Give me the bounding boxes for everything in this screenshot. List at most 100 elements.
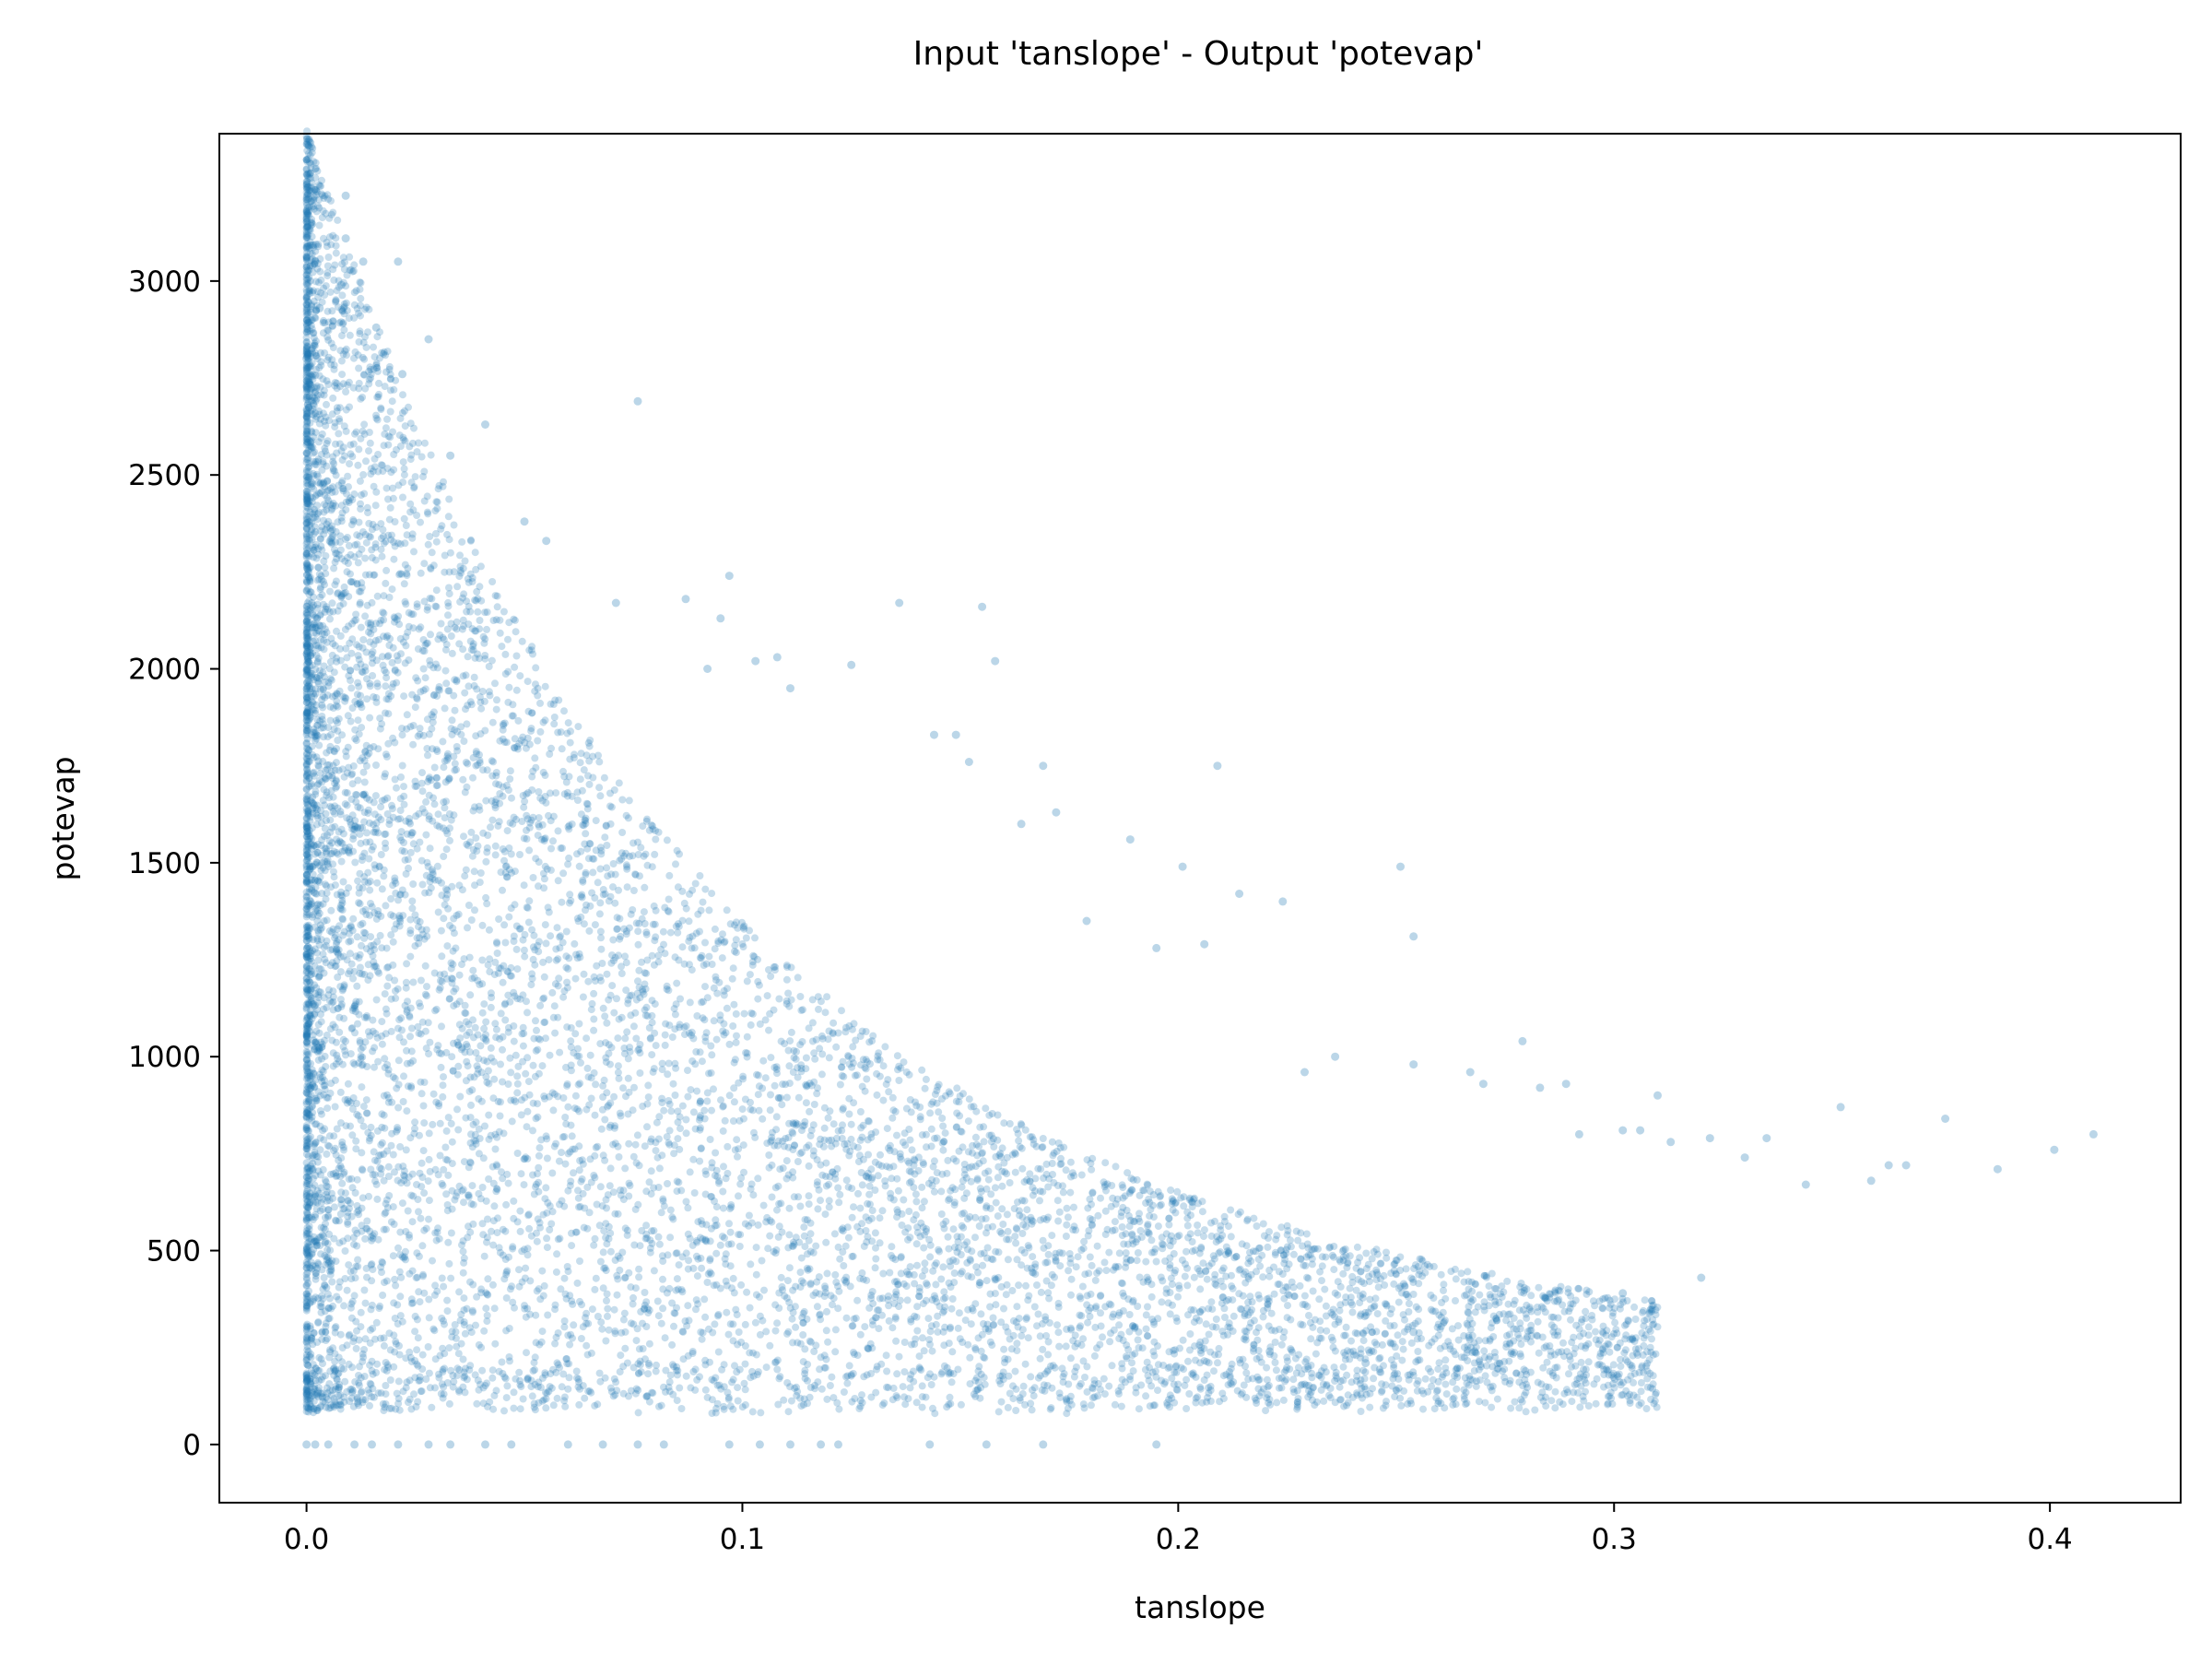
data-point	[310, 334, 318, 342]
data-point	[357, 1052, 365, 1060]
data-point	[387, 536, 395, 544]
data-point	[826, 1173, 834, 1181]
data-point	[548, 1169, 557, 1177]
data-point	[623, 1028, 631, 1036]
data-point	[310, 1000, 318, 1008]
data-point	[310, 772, 318, 780]
data-point	[772, 1358, 780, 1366]
data-point	[302, 198, 311, 207]
data-point	[831, 1348, 840, 1356]
data-point	[856, 1108, 865, 1115]
data-point	[524, 1078, 533, 1086]
data-point	[304, 351, 312, 360]
data-point	[1472, 1382, 1480, 1390]
data-point	[894, 1066, 901, 1074]
data-point	[365, 447, 372, 455]
data-point	[959, 1223, 968, 1232]
data-point	[469, 753, 477, 761]
data-point	[399, 638, 407, 646]
data-point	[334, 839, 342, 847]
data-point	[1317, 1367, 1325, 1375]
data-point	[437, 525, 445, 533]
data-point	[1040, 1381, 1048, 1389]
data-point	[1312, 1350, 1320, 1358]
data-point	[1205, 1389, 1213, 1398]
data-point	[319, 207, 327, 215]
data-point	[701, 1037, 710, 1045]
data-point	[1229, 1284, 1237, 1292]
data-point	[354, 559, 362, 567]
data-point	[579, 1382, 587, 1390]
data-point	[460, 832, 467, 841]
data-point	[996, 1380, 1005, 1387]
data-point	[421, 1027, 429, 1035]
data-point	[760, 1286, 768, 1294]
data-point	[420, 1189, 429, 1198]
data-point	[425, 1155, 433, 1163]
data-point	[444, 1238, 453, 1246]
data-point	[844, 1233, 853, 1242]
data-point	[541, 921, 549, 929]
data-point	[1228, 1282, 1236, 1291]
data-point	[466, 991, 475, 999]
data-point	[305, 1193, 313, 1201]
data-point	[905, 1126, 913, 1133]
data-point	[595, 910, 604, 918]
data-point	[603, 970, 611, 978]
data-point	[400, 847, 408, 856]
data-point	[678, 887, 687, 895]
data-point	[994, 1273, 1003, 1281]
data-point	[641, 1006, 649, 1014]
data-point	[428, 1403, 436, 1411]
data-point	[1083, 1292, 1091, 1300]
data-point	[471, 1371, 479, 1379]
data-point	[1646, 1384, 1654, 1392]
data-point	[423, 983, 430, 991]
data-point	[1002, 1291, 1010, 1299]
data-point	[943, 1169, 951, 1177]
data-point	[475, 1189, 483, 1198]
data-point	[597, 934, 605, 942]
data-point	[940, 1224, 948, 1233]
data-point	[413, 1346, 421, 1354]
data-point	[303, 1065, 312, 1073]
data-point	[304, 142, 312, 149]
data-point	[1645, 1325, 1653, 1333]
data-point	[896, 1296, 904, 1304]
data-point	[448, 716, 456, 725]
data-point	[549, 1401, 558, 1410]
data-point	[1428, 1338, 1436, 1346]
data-point	[1099, 1333, 1106, 1341]
data-point	[648, 863, 656, 871]
data-point	[661, 1041, 669, 1049]
data-point	[329, 704, 337, 712]
data-point	[523, 997, 530, 1006]
data-point	[1080, 1404, 1088, 1412]
data-point	[377, 851, 385, 858]
data-point	[499, 1370, 507, 1377]
data-point	[1650, 1320, 1658, 1328]
data-point	[546, 1051, 554, 1059]
data-point	[792, 1323, 800, 1331]
data-point	[723, 1004, 731, 1012]
data-point	[430, 690, 439, 699]
data-point	[657, 1319, 665, 1328]
data-point	[1043, 1382, 1052, 1389]
data-point	[338, 1138, 347, 1146]
data-point	[356, 969, 364, 977]
data-point	[1105, 1248, 1113, 1257]
data-point	[1630, 1303, 1639, 1311]
data-point	[304, 170, 312, 178]
data-point	[1123, 1255, 1131, 1263]
data-point	[367, 900, 374, 907]
data-point	[1315, 1295, 1324, 1304]
data-point	[545, 1092, 553, 1101]
data-point	[1527, 1331, 1535, 1339]
data-point	[339, 952, 347, 961]
data-point	[389, 1151, 397, 1159]
data-point	[369, 951, 377, 960]
data-point	[708, 1193, 716, 1201]
data-point	[843, 1372, 852, 1380]
data-point	[312, 415, 320, 423]
data-point	[359, 371, 368, 379]
